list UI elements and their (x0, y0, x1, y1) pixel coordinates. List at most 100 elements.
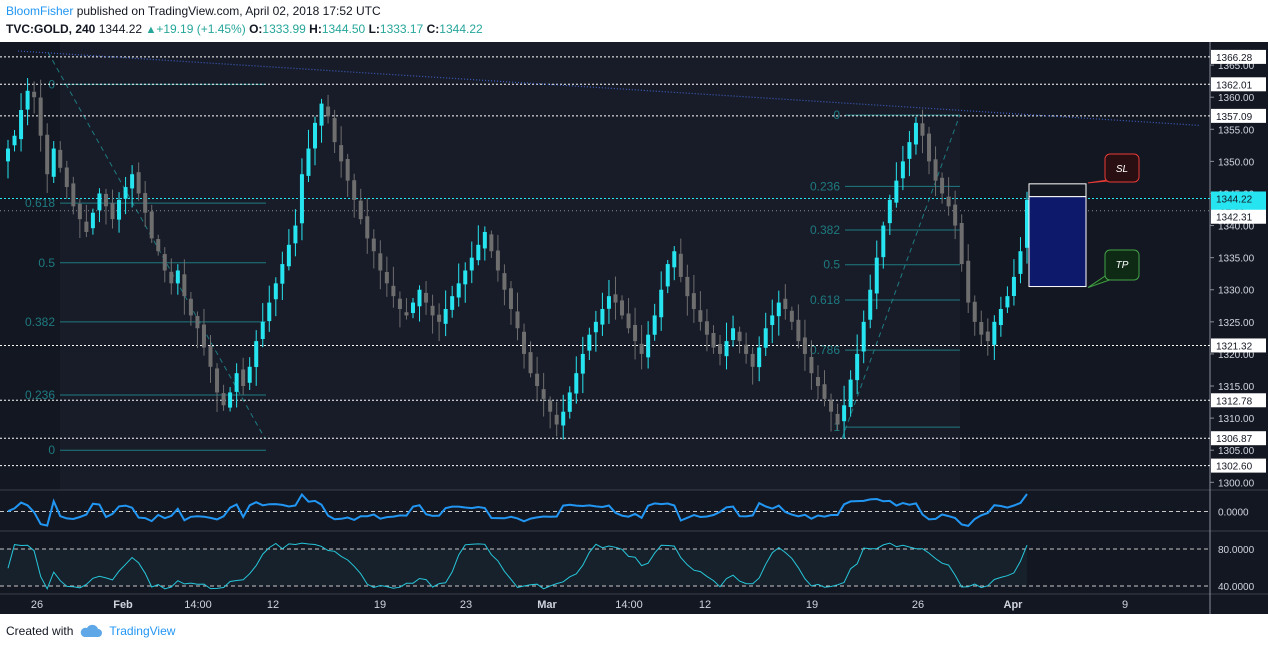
candle-body (815, 377, 820, 387)
candle-body (182, 274, 187, 297)
candle (985, 318, 990, 356)
candle-body (117, 199, 122, 220)
candle-body (25, 90, 30, 110)
candle-body (972, 301, 977, 322)
candle-body (652, 315, 657, 335)
candle-body (228, 392, 233, 408)
open-label: O: (249, 22, 263, 36)
price-tick-label: 1335.00 (1218, 254, 1255, 265)
candle-body (365, 216, 370, 239)
candle (90, 208, 95, 235)
price-chart[interactable]: 0 0.618 0.5 0.382 0.236 0 0 0.236 0.382 0.5 0.618 0… (0, 42, 1268, 614)
price-level-tag (1211, 458, 1266, 473)
candle (639, 325, 644, 370)
candle (606, 279, 611, 324)
candle (384, 256, 389, 297)
candle (103, 188, 108, 225)
candle-body (783, 298, 788, 310)
candle (6, 139, 10, 179)
take-profit-zone (1028, 196, 1087, 288)
candle-body (613, 294, 618, 303)
candle (228, 387, 233, 412)
candle (182, 259, 187, 315)
candle (946, 177, 951, 216)
candle-body (593, 321, 598, 333)
candle-body (894, 180, 899, 203)
candle-body (835, 413, 840, 425)
time-tick-label: Feb (113, 599, 133, 611)
candle (1018, 237, 1023, 284)
candle-body (933, 159, 938, 181)
price-level-text: 1366.28 (1216, 53, 1253, 64)
time-tick-label: 26 (31, 599, 43, 611)
candle (998, 296, 1003, 337)
candle-body (430, 305, 435, 316)
candle-body (874, 257, 879, 294)
candle-body (358, 200, 363, 220)
candle (424, 281, 429, 315)
candle-body (508, 288, 513, 310)
candle (162, 247, 167, 283)
candle (430, 294, 435, 334)
candle (802, 319, 807, 371)
candle-body (744, 344, 749, 354)
candle (254, 330, 259, 386)
tradingview-link[interactable]: TradingView (109, 624, 176, 638)
candle (659, 271, 664, 331)
fib-right-label: 0.236 (810, 179, 840, 193)
price-tick-label: 1360.00 (1218, 93, 1255, 104)
candle-body (476, 244, 481, 261)
candle (463, 262, 468, 303)
candle-body (855, 353, 860, 381)
candle-body (535, 373, 540, 387)
candle-body (940, 177, 945, 194)
candle-body (731, 328, 736, 341)
candle (698, 291, 703, 331)
time-tick-label: 9 (1122, 599, 1128, 611)
candle-body (600, 309, 605, 325)
candle-body (450, 296, 455, 310)
cloud-logo-icon (81, 624, 103, 637)
publish-info: BloomFisher published on TradingView.com… (6, 4, 381, 18)
time-tick-label: 26 (912, 599, 924, 611)
candle (881, 221, 886, 269)
candle-body (463, 270, 468, 285)
candle-body (515, 311, 520, 329)
candle-body (953, 204, 958, 226)
candle (1011, 259, 1016, 306)
candle-body (770, 315, 775, 326)
candle (71, 176, 76, 215)
candle-body (822, 384, 827, 399)
high-value: 1344.50 (321, 22, 366, 36)
candle-body (149, 211, 154, 239)
candle-body (704, 321, 709, 335)
candle (195, 311, 200, 349)
candle (443, 290, 448, 337)
fibonacci-retracements: 0 0.618 0.5 0.382 0.236 0 0 0.236 0.382 0.5 0.618 0… (25, 52, 961, 457)
fib-right-label: 0 (833, 108, 840, 122)
candle (822, 370, 827, 407)
price-level-text: 1302.60 (1216, 462, 1253, 473)
candle (352, 173, 357, 218)
candle (887, 194, 892, 235)
candle-body (201, 324, 206, 348)
candle-body (541, 389, 546, 399)
candle (136, 162, 141, 201)
candle (97, 188, 102, 223)
price-tick-label: 1340.00 (1218, 222, 1255, 233)
candle (561, 394, 566, 440)
candle-body (424, 292, 429, 303)
published-text: published on TradingView.com, April 02, … (76, 4, 381, 18)
candle (149, 204, 154, 244)
candle (672, 246, 677, 281)
author-link[interactable]: BloomFisher (6, 4, 74, 18)
last-price: 1344.22 (98, 22, 143, 36)
candle (410, 297, 415, 319)
candle (737, 326, 742, 354)
candle (626, 298, 631, 334)
time-tick-label: Apr (1004, 599, 1024, 611)
candle-body (907, 142, 912, 159)
candles (6, 78, 1029, 440)
candle-body (711, 333, 716, 348)
candle-body (959, 222, 964, 265)
